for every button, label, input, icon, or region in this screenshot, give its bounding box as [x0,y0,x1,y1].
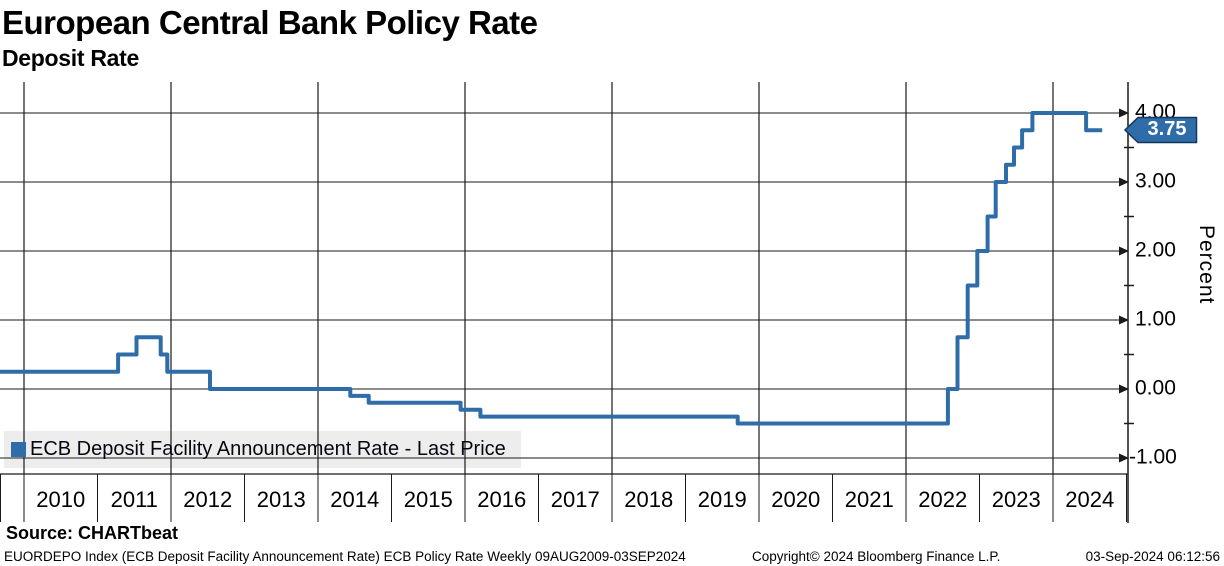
legend-background [4,431,521,468]
year-label-2016: 2016 [477,487,527,512]
year-label-2015: 2015 [403,487,453,512]
chart-title: European Central Bank Policy Rate [2,4,538,41]
year-label-2018: 2018 [624,487,674,512]
y-tick-arrow-icon [1119,246,1129,256]
y-tick-arrow-icon [1119,108,1129,118]
year-label-2017: 2017 [550,487,600,512]
ecb-deposit-rate-line [0,111,1103,426]
year-label-2020: 2020 [771,487,821,512]
y-axis-title: Percent [1195,225,1218,305]
last-price-badge-shape [1124,117,1198,144]
year-label-2011: 2011 [110,487,158,512]
source-line: Source: CHARTbeat [6,523,179,543]
legend-swatch-icon [11,442,26,457]
footer-ticker-info: EUORDEPO Index (ECB Deposit Facility Ann… [4,549,686,564]
year-label-2021: 2021 [844,487,894,512]
year-label-2019: 2019 [697,487,747,512]
last-price-badge: 3.75 [1124,116,1198,144]
year-label-2010: 2010 [36,487,86,512]
year-label-2014: 2014 [330,487,380,512]
y-tick-label: 2.00 [1135,238,1176,262]
series-legend[interactable]: ECB Deposit Facility Announcement Rate -… [4,431,521,468]
footer-copyright: Copyright© 2024 Bloomberg Finance L.P. [752,549,1001,564]
legend-label: ECB Deposit Facility Announcement Rate -… [30,438,506,460]
year-label-2022: 2022 [918,487,968,512]
y-tick-arrow-icon [1119,384,1129,394]
y-tick-label: -1.00 [1129,445,1177,469]
y-tick-label: 1.00 [1135,307,1176,331]
year-label-2024: 2024 [1065,487,1115,512]
y-tick-label: 0.00 [1135,376,1176,400]
y-tick-arrow-icon [1119,315,1129,325]
year-label-2023: 2023 [991,487,1041,512]
year-label-2013: 2013 [256,487,306,512]
y-tick-arrow-icon [1119,177,1129,187]
y-tick-label: 3.00 [1135,169,1176,193]
y-tick-arrow-icon [1119,453,1129,463]
year-label-2012: 2012 [183,487,233,512]
last-price-value: 3.75 [1147,118,1187,141]
chart-subtitle: Deposit Rate [2,45,139,71]
footer-timestamp: 03-Sep-2024 06:12:56 [1085,549,1220,564]
